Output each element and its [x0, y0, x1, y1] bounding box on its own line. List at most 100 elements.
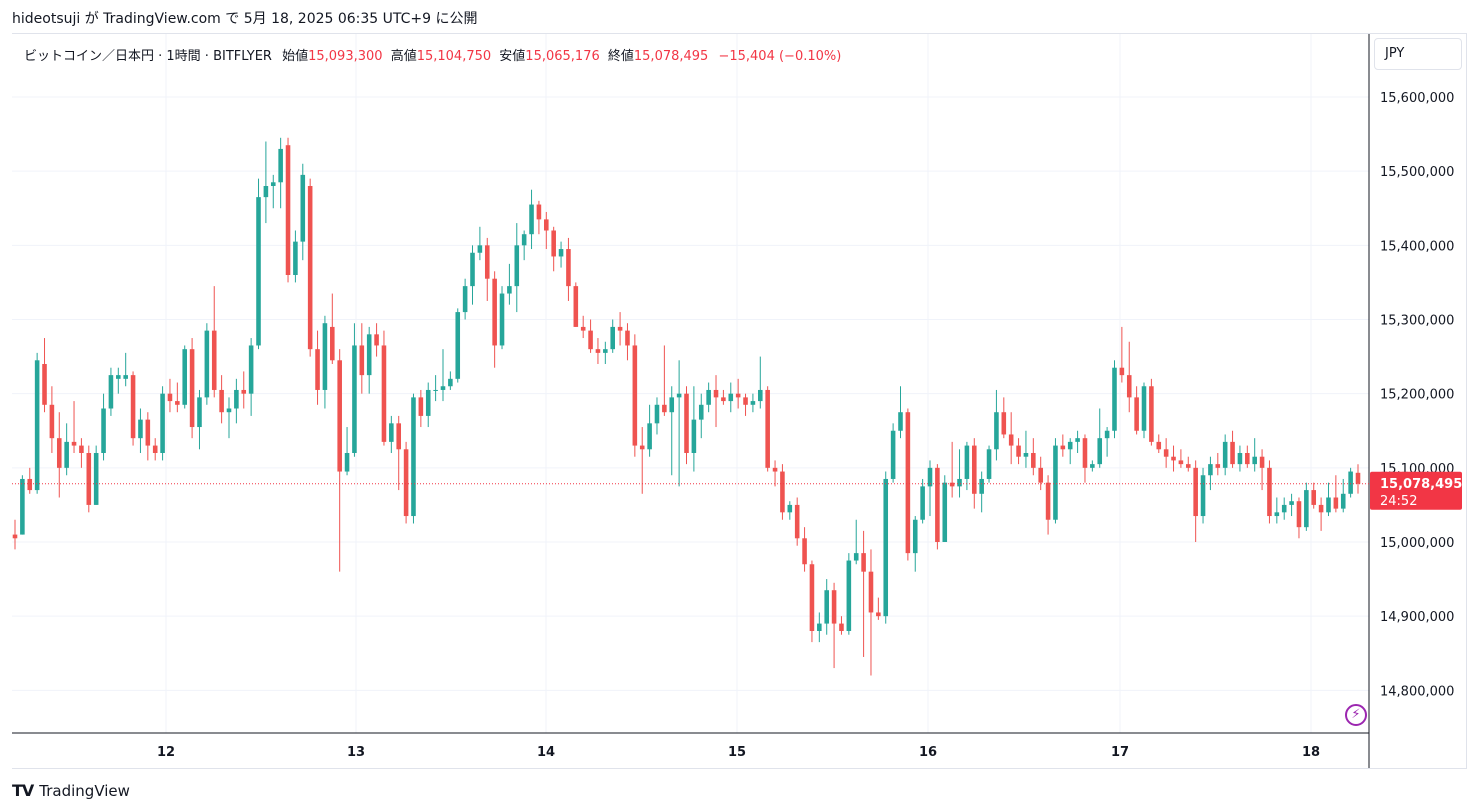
y-tick-label: 15,200,000 — [1380, 388, 1454, 403]
chart-frame — [12, 33, 1467, 769]
candle-body — [654, 404, 660, 424]
lightning-icon[interactable]: ⚡ — [1345, 704, 1367, 726]
candle-body — [64, 441, 69, 468]
candle-body — [1126, 375, 1132, 398]
candle-body — [1082, 438, 1088, 468]
last-price-value: 15,078,495 — [1380, 477, 1462, 492]
candle-body — [647, 423, 652, 450]
candle-body — [1178, 460, 1184, 465]
candle-body — [735, 393, 741, 398]
candle-body — [1156, 441, 1162, 450]
bar-countdown: 24:52 — [1380, 494, 1417, 509]
candle-body — [175, 401, 180, 405]
candle-body — [389, 423, 394, 442]
candle-body — [138, 419, 143, 439]
x-tick-label: 12 — [157, 745, 175, 760]
low-value: 15,065,176 — [525, 49, 600, 64]
currency-button[interactable]: JPY — [1374, 38, 1462, 70]
candle-body — [772, 467, 778, 472]
candle-body — [455, 312, 461, 379]
candle-body — [839, 623, 844, 631]
candle-body — [315, 349, 320, 390]
candle-body — [381, 345, 387, 442]
symbol-label[interactable]: ビットコイン／日本円 · 1時間 · BITFLYER — [24, 49, 272, 64]
candle-body — [1097, 438, 1103, 465]
candle-body — [1112, 367, 1117, 431]
candle-body — [1348, 471, 1353, 494]
candle-body — [270, 182, 276, 186]
candle-body — [1318, 504, 1324, 513]
candle-body — [1296, 501, 1302, 528]
candle-body — [160, 393, 165, 453]
candle-body — [617, 326, 623, 331]
candle-body — [957, 478, 962, 487]
candle-body — [1163, 449, 1169, 457]
candle-body — [27, 478, 33, 491]
x-tick-label: 13 — [347, 745, 365, 760]
candle-body — [101, 408, 106, 453]
candle-body — [42, 364, 47, 405]
candle-body — [721, 397, 726, 402]
candle-body — [219, 389, 224, 413]
candle-body — [1171, 456, 1176, 461]
candle-body — [86, 453, 92, 505]
candle-body — [56, 438, 62, 468]
candle-body — [949, 482, 955, 487]
candle-body — [780, 471, 785, 513]
candle-body — [189, 349, 195, 428]
candle-body — [1060, 445, 1066, 450]
candle-body — [684, 393, 689, 453]
candle-body — [1067, 441, 1073, 450]
candle-body — [418, 397, 424, 416]
candle-body — [1038, 467, 1043, 483]
candle-body — [1326, 497, 1331, 513]
candle-body — [536, 204, 542, 220]
candle-body — [263, 186, 269, 198]
x-tick-label: 14 — [537, 745, 555, 760]
candle-body — [1245, 453, 1250, 465]
tradingview-logo-icon: TV — [12, 781, 34, 800]
change-value: −15,404 (−0.10%) — [718, 49, 842, 64]
footer-brand[interactable]: TV TradingView — [12, 781, 130, 800]
close-value: 15,078,495 — [633, 49, 709, 64]
candle-body — [330, 326, 335, 361]
candle-body — [580, 326, 586, 331]
candle-body — [603, 349, 608, 353]
brand-name: TradingView — [39, 781, 130, 800]
ohlc-legend: ビットコイン／日本円 · 1時間 · BITFLYER 始値15,093,300… — [24, 45, 841, 64]
candle-body — [492, 278, 497, 346]
candle-body — [758, 389, 763, 402]
candle-body — [1222, 441, 1228, 468]
candle-body — [234, 389, 239, 409]
candle-body — [544, 219, 549, 231]
candle-body — [853, 553, 859, 561]
candle-body — [876, 612, 881, 617]
candle-body — [794, 504, 800, 539]
candle-body — [1031, 453, 1036, 468]
candle-body — [79, 445, 84, 453]
candle-body — [226, 408, 232, 413]
y-tick-label: 15,600,000 — [1380, 91, 1454, 106]
candle-body — [1340, 493, 1346, 509]
candle-body — [1252, 456, 1257, 465]
candle-body — [484, 245, 490, 279]
candle-body — [1281, 504, 1287, 513]
candle-body — [935, 467, 940, 542]
candle-body — [462, 286, 468, 313]
candle-body — [905, 412, 911, 554]
candle-body — [241, 389, 247, 394]
candle-body — [1311, 490, 1317, 505]
candle-body — [986, 449, 992, 479]
candle-body — [108, 375, 114, 409]
candle-body — [403, 449, 409, 517]
y-tick-label: 14,800,000 — [1380, 684, 1454, 699]
candle-body — [514, 245, 520, 287]
x-tick-label: 15 — [728, 745, 746, 760]
candle-body — [831, 590, 837, 624]
candle-body — [588, 330, 593, 350]
candle-body — [337, 360, 342, 472]
x-tick-label: 17 — [1111, 745, 1129, 760]
low-label: 安値 — [499, 49, 526, 64]
candle-body — [979, 478, 984, 494]
